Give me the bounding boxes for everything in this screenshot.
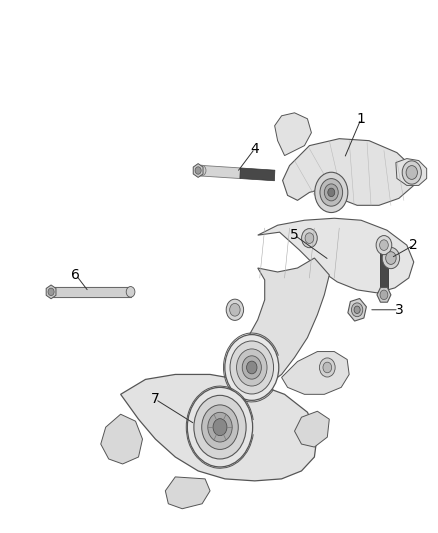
Circle shape [305, 233, 314, 244]
Polygon shape [240, 168, 275, 181]
Circle shape [302, 229, 317, 248]
Circle shape [208, 413, 232, 442]
Circle shape [213, 419, 227, 435]
Circle shape [225, 335, 279, 400]
Text: 6: 6 [71, 268, 80, 282]
Polygon shape [348, 298, 366, 321]
Circle shape [354, 306, 360, 313]
Circle shape [230, 303, 240, 316]
Circle shape [197, 165, 206, 176]
Circle shape [328, 188, 335, 197]
Circle shape [386, 252, 396, 264]
Circle shape [242, 356, 261, 379]
Circle shape [376, 236, 392, 255]
Circle shape [323, 362, 332, 373]
Circle shape [320, 179, 343, 206]
Polygon shape [193, 164, 203, 177]
Text: 3: 3 [395, 303, 403, 317]
Polygon shape [283, 139, 414, 205]
Circle shape [382, 247, 399, 269]
Polygon shape [165, 477, 210, 508]
Polygon shape [198, 165, 240, 179]
Circle shape [48, 288, 54, 296]
Polygon shape [396, 158, 427, 185]
Circle shape [195, 167, 201, 174]
Circle shape [406, 166, 417, 180]
Text: 7: 7 [151, 392, 160, 406]
Polygon shape [236, 258, 329, 387]
Polygon shape [101, 414, 142, 464]
Circle shape [319, 358, 335, 377]
Polygon shape [294, 411, 329, 447]
Circle shape [202, 405, 238, 449]
Circle shape [351, 303, 363, 317]
Text: 1: 1 [357, 112, 366, 126]
Polygon shape [380, 245, 389, 295]
Polygon shape [258, 218, 414, 293]
Polygon shape [377, 287, 391, 302]
Polygon shape [46, 285, 56, 299]
Circle shape [315, 172, 348, 213]
Polygon shape [282, 352, 349, 394]
Circle shape [126, 287, 135, 297]
Circle shape [230, 341, 274, 394]
Polygon shape [275, 113, 311, 156]
Circle shape [226, 299, 244, 320]
Polygon shape [120, 375, 318, 481]
Circle shape [402, 161, 421, 184]
Circle shape [247, 361, 257, 374]
Text: 4: 4 [251, 142, 259, 156]
Text: 2: 2 [410, 238, 418, 252]
Circle shape [187, 387, 253, 467]
Circle shape [324, 184, 338, 201]
Text: 5: 5 [290, 228, 299, 242]
Circle shape [380, 290, 388, 300]
Circle shape [194, 395, 246, 459]
Circle shape [237, 349, 267, 386]
Circle shape [380, 240, 389, 251]
